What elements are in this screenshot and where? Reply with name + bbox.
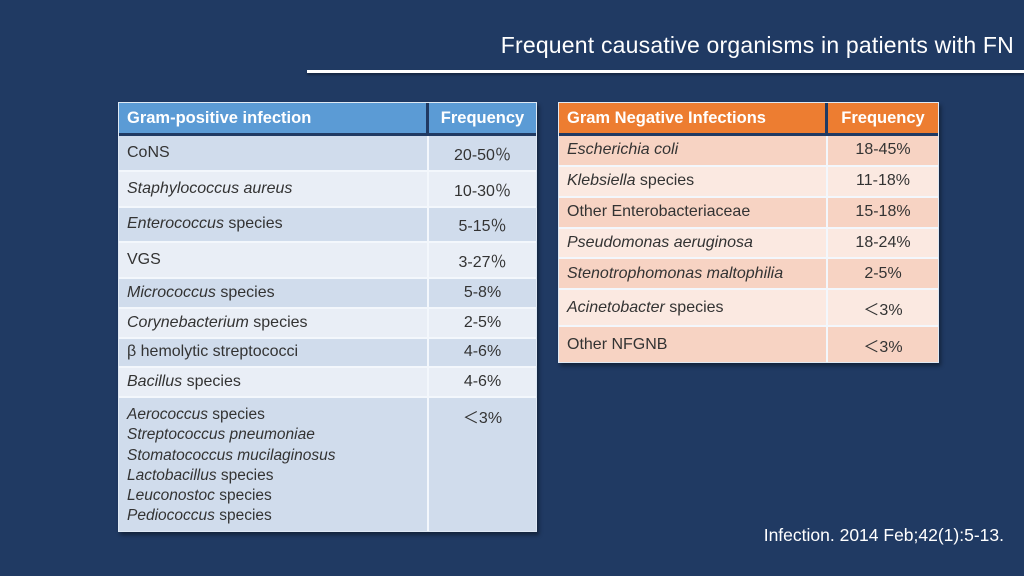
frequency-cell: 5-8% — [463, 283, 502, 301]
gram-negative-table: Gram Negative Infections Frequency Esche… — [558, 102, 939, 363]
table-row: Stenotrophomonas maltophilia 2-5% — [559, 257, 938, 289]
organism-cell: Bacillus species — [119, 368, 429, 396]
table-row: Bacillus species 4-6% — [119, 366, 536, 396]
table-row: Pseudomonas aeruginosa 18-24% — [559, 226, 938, 258]
gram-positive-header-organism: Gram-positive infection — [119, 103, 429, 133]
organism-cell: Staphylococcus aureus — [119, 171, 429, 206]
organism-cell: CoNS — [119, 136, 429, 170]
organism-cell: Other Enterobacteriaceae — [559, 197, 828, 227]
gram-negative-header-organism: Gram Negative Infections — [559, 103, 828, 133]
gram-negative-header-frequency: Frequency — [841, 108, 925, 127]
table-row: Enterococcus species 5-15％ — [119, 205, 536, 242]
gram-positive-header-frequency: Frequency — [440, 108, 525, 127]
gram-positive-header-row: Gram-positive infection Frequency — [119, 103, 536, 136]
frequency-cell: 4-6% — [463, 373, 502, 391]
frequency-cell: 11-18% — [856, 172, 910, 190]
gram-negative-header-row: Gram Negative Infections Frequency — [559, 103, 938, 136]
organism-cell: VGS — [119, 243, 429, 277]
organism-cell: Stenotrophomonas maltophilia — [559, 259, 828, 289]
organism-cell: Klebsiella species — [559, 166, 828, 196]
frequency-cell: 15-18% — [855, 203, 911, 221]
table-row: Escherichia coli 18-45% — [559, 136, 938, 165]
table-row: VGS 3-27％ — [119, 241, 536, 277]
frequency-cell: 3-27％ — [458, 254, 507, 272]
table-row: Acinetobacter species ＜3% — [559, 288, 938, 326]
citation-reference: Infection. 2014 Feb;42(1):5-13. — [763, 525, 1004, 545]
frequency-cell: ＜3% — [863, 301, 903, 319]
table-row: Micrococcus species 5-8% — [119, 277, 536, 307]
table-row: β hemolytic streptococci 4-6% — [119, 336, 536, 367]
table-row: Staphylococcus aureus 10-30％ — [119, 169, 536, 206]
frequency-cell: ＜3% — [863, 338, 903, 356]
table-row: Other Enterobacteriaceae 15-18% — [559, 195, 938, 227]
table-row: CoNS 20-50％ — [119, 136, 536, 170]
organism-cell: Enterococcus species — [119, 207, 429, 242]
frequency-cell: 2-5% — [864, 264, 902, 282]
organism-cell: Micrococcus species — [119, 279, 429, 307]
organism-cell: Acinetobacter species — [559, 290, 828, 326]
page-title: Frequent causative organisms in patients… — [500, 32, 1014, 58]
table-row: Aerococcus species Streptococcus pneumoni… — [119, 396, 536, 531]
frequency-cell: 4-6% — [463, 343, 502, 361]
title-underline — [307, 70, 1024, 73]
organism-cell: Escherichia coli — [559, 136, 828, 165]
gram-positive-table: Gram-positive infection Frequency CoNS 20… — [118, 102, 537, 532]
frequency-cell: 18-45% — [855, 141, 911, 159]
frequency-cell: 10-30％ — [454, 182, 511, 200]
table-row: Klebsiella species 11-18% — [559, 164, 938, 196]
frequency-cell: ＜3% — [462, 410, 503, 427]
organism-cell: Pseudomonas aeruginosa — [559, 228, 828, 258]
organism-cell: β hemolytic streptococci — [119, 338, 429, 367]
frequency-cell: 2-5% — [463, 313, 502, 331]
table-row: Other NFGNB ＜3% — [559, 325, 938, 363]
frequency-cell: 18-24% — [855, 234, 911, 251]
organism-cell: Corynebacterium species — [119, 308, 429, 337]
organism-cell: Aerococcus species Streptococcus pneumoni… — [119, 398, 429, 531]
frequency-cell: 5-15％ — [458, 218, 507, 236]
table-row: Corynebacterium species 2-5% — [119, 306, 536, 337]
frequency-cell: 20-50％ — [454, 146, 511, 164]
organism-cell: Other NFGNB — [559, 327, 828, 363]
